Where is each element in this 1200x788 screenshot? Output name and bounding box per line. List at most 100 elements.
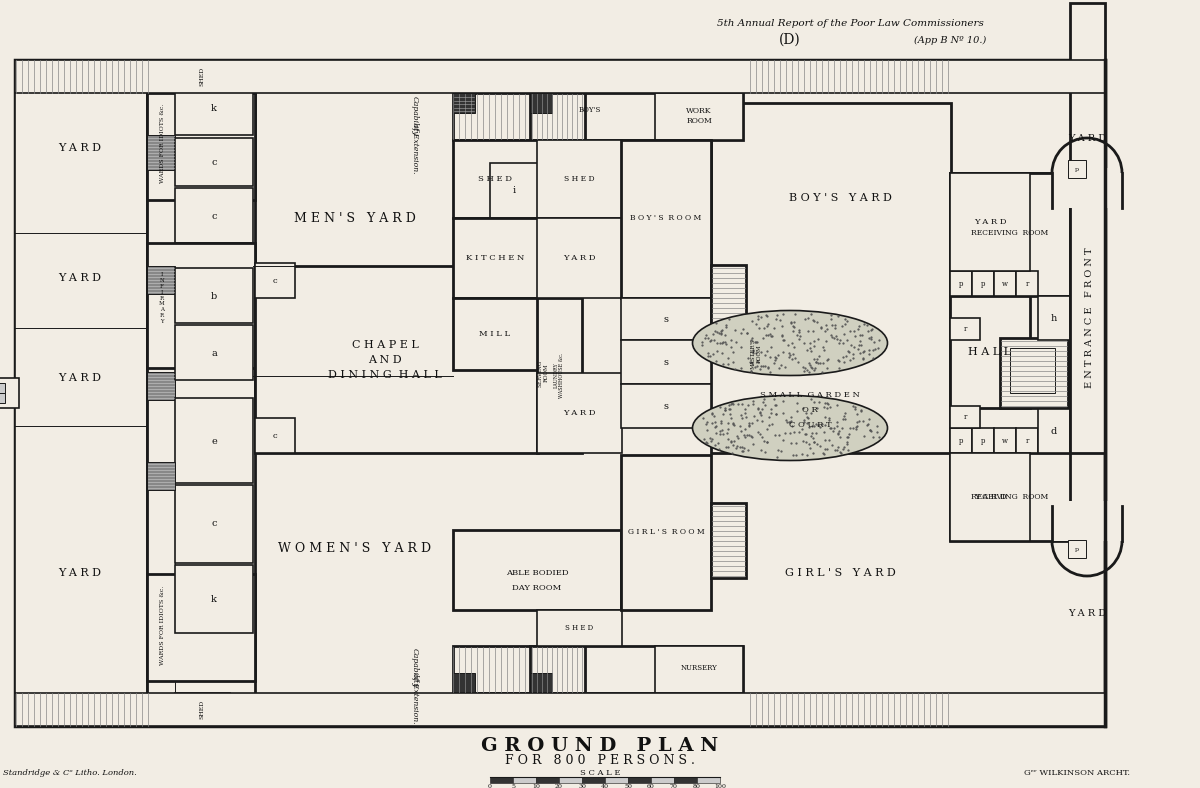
Text: SERVING
ROOM: SERVING ROOM [538, 359, 548, 387]
Text: r: r [1025, 280, 1028, 288]
Text: b: b [211, 292, 217, 300]
Text: s: s [664, 402, 668, 411]
Bar [1038, 296, 1070, 340]
Text: Y A R D: Y A R D [59, 568, 102, 578]
Text: D I N I N G  H A L L: D I N I N G H A L L [328, 370, 442, 380]
Bar [994, 428, 1016, 453]
Text: 80: 80 [694, 785, 701, 788]
Text: 70: 70 [670, 785, 678, 788]
Text: S M A L L  G A R D E N: S M A L L G A R D E N [760, 391, 860, 399]
Text: k: k [211, 103, 217, 113]
Text: A N D: A N D [368, 355, 402, 365]
Text: 30: 30 [578, 785, 586, 788]
Bar [1038, 409, 1070, 453]
Bar [582, 777, 605, 783]
Text: Y A R D: Y A R D [563, 254, 595, 262]
Text: Y A R D: Y A R D [1068, 608, 1106, 618]
Bar [454, 298, 538, 370]
Bar [1070, 3, 1105, 453]
Text: B O Y ' S   Y A R D: B O Y ' S Y A R D [788, 193, 892, 203]
Bar [1016, 271, 1038, 296]
Text: Gᵉʳ WILKINSON ARCHT.: Gᵉʳ WILKINSON ARCHT. [1024, 769, 1130, 777]
Bar [950, 453, 1070, 541]
Bar [628, 777, 650, 783]
Bar [175, 693, 230, 726]
Text: G I R L ' S   Y A R D: G I R L ' S Y A R D [785, 568, 895, 578]
Text: w: w [1002, 437, 1008, 445]
Bar [148, 93, 256, 200]
Bar [622, 455, 710, 610]
Text: RECEIVING  ROOM: RECEIVING ROOM [971, 229, 1049, 237]
Text: Capability: Capability [410, 649, 419, 688]
Text: SHED: SHED [199, 700, 204, 719]
Bar [538, 298, 582, 453]
Bar [148, 135, 175, 170]
Bar [950, 428, 972, 453]
Bar [454, 93, 475, 113]
Text: h: h [1051, 314, 1057, 322]
Bar [256, 418, 295, 453]
Text: LAUNDRY
WASHHOUSE &c.: LAUNDRY WASHHOUSE &c. [553, 352, 564, 398]
Text: M E N ' S   Y A R D: M E N ' S Y A R D [294, 211, 416, 225]
Text: 50: 50 [624, 785, 632, 788]
Bar [454, 530, 622, 610]
Text: B O Y ' S  R O O M: B O Y ' S R O O M [630, 214, 702, 222]
Bar [0, 378, 19, 408]
Text: r: r [964, 413, 967, 421]
Text: (App B Nº 10.): (App B Nº 10.) [914, 35, 986, 45]
Bar [175, 485, 253, 563]
Text: c: c [211, 519, 217, 529]
Text: Y A R D: Y A R D [59, 373, 102, 383]
Bar [256, 266, 538, 453]
Bar [1016, 428, 1038, 453]
Bar [1052, 501, 1122, 541]
Text: 40: 40 [601, 785, 610, 788]
Bar [622, 298, 710, 340]
Text: Capability: Capability [410, 96, 419, 136]
Ellipse shape [692, 310, 888, 376]
Bar [697, 777, 720, 783]
Bar [14, 693, 1105, 726]
Text: C O U R T: C O U R T [788, 421, 832, 429]
Text: I
N
F
I
R
M
A
R
Y: I N F I R M A R Y [160, 273, 164, 324]
Bar [622, 140, 710, 298]
Bar [148, 243, 256, 368]
Text: p: p [959, 437, 964, 445]
Text: p: p [980, 437, 985, 445]
Text: k: k [211, 594, 217, 604]
Text: NURSERY: NURSERY [680, 664, 718, 672]
Bar [538, 373, 622, 453]
Bar [530, 93, 586, 140]
Bar [14, 60, 1105, 93]
Bar [950, 173, 1030, 271]
Text: of Extension.: of Extension. [410, 673, 419, 723]
Bar [175, 565, 253, 633]
Text: c: c [272, 277, 277, 285]
Bar [454, 93, 743, 140]
Text: WARDS FOR IDIOTS &c.: WARDS FOR IDIOTS &c. [160, 103, 164, 183]
Text: (D): (D) [779, 33, 800, 47]
Text: i: i [512, 185, 516, 195]
Bar [538, 140, 622, 218]
Text: p: p [959, 280, 964, 288]
Text: G R O U N D   P L A N: G R O U N D P L A N [481, 737, 719, 755]
Bar [1068, 540, 1086, 558]
Text: of Extension.: of Extension. [410, 123, 419, 173]
Bar [622, 384, 710, 428]
Bar [490, 163, 538, 218]
Text: S H E D: S H E D [565, 624, 593, 632]
Text: c: c [272, 432, 277, 440]
Bar [950, 453, 1030, 541]
Bar [0, 383, 5, 393]
Text: 0: 0 [488, 785, 492, 788]
Text: Y A R D: Y A R D [563, 409, 595, 417]
Bar [536, 777, 559, 783]
Bar [655, 93, 743, 140]
Text: S H E D: S H E D [478, 175, 512, 183]
Text: O R: O R [802, 406, 818, 414]
Bar [14, 60, 1105, 726]
Bar [1000, 338, 1068, 408]
Text: SHED: SHED [199, 66, 204, 86]
Text: C H A P E L: C H A P E L [352, 340, 419, 350]
Bar [605, 777, 628, 783]
